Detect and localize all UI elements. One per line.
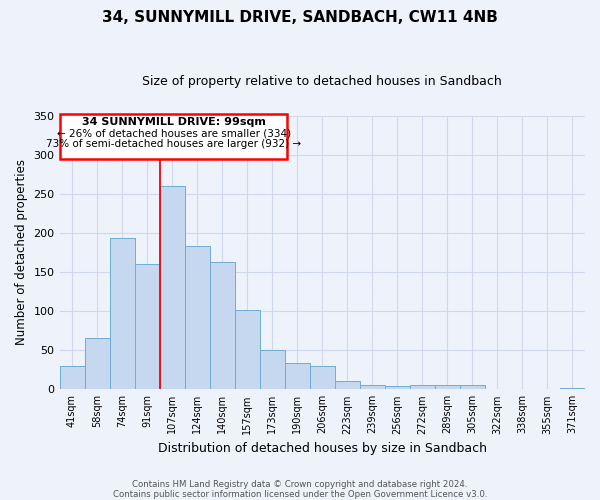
Text: 34, SUNNYMILL DRIVE, SANDBACH, CW11 4NB: 34, SUNNYMILL DRIVE, SANDBACH, CW11 4NB xyxy=(102,10,498,25)
Text: Contains public sector information licensed under the Open Government Licence v3: Contains public sector information licen… xyxy=(113,490,487,499)
X-axis label: Distribution of detached houses by size in Sandbach: Distribution of detached houses by size … xyxy=(158,442,487,455)
Bar xyxy=(209,262,235,390)
Bar xyxy=(134,264,160,390)
Bar xyxy=(85,338,110,390)
Text: ← 26% of detached houses are smaller (334): ← 26% of detached houses are smaller (33… xyxy=(56,128,291,138)
FancyBboxPatch shape xyxy=(60,114,287,158)
Text: 73% of semi-detached houses are larger (932) →: 73% of semi-detached houses are larger (… xyxy=(46,139,301,149)
Bar xyxy=(110,238,134,390)
Bar xyxy=(185,246,209,390)
Bar xyxy=(235,310,260,390)
Y-axis label: Number of detached properties: Number of detached properties xyxy=(15,160,28,346)
Bar xyxy=(460,384,485,390)
Bar xyxy=(385,386,410,390)
Text: 34 SUNNYMILL DRIVE: 99sqm: 34 SUNNYMILL DRIVE: 99sqm xyxy=(82,117,266,127)
Title: Size of property relative to detached houses in Sandbach: Size of property relative to detached ho… xyxy=(142,75,502,88)
Bar xyxy=(435,386,460,390)
Bar xyxy=(360,386,385,390)
Bar xyxy=(560,388,585,390)
Bar xyxy=(335,380,360,390)
Bar xyxy=(260,350,285,390)
Bar xyxy=(160,186,185,390)
Bar xyxy=(285,364,310,390)
Bar xyxy=(410,386,435,390)
Bar xyxy=(310,366,335,390)
Text: Contains HM Land Registry data © Crown copyright and database right 2024.: Contains HM Land Registry data © Crown c… xyxy=(132,480,468,489)
Bar xyxy=(59,366,85,390)
